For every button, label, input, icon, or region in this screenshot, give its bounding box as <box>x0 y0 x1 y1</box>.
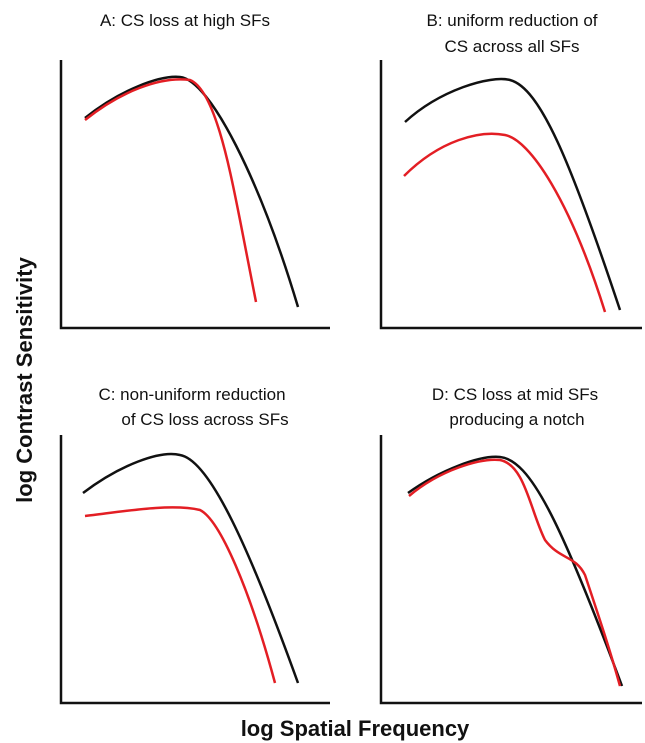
axes <box>59 435 330 705</box>
x-axis-label: log Spatial Frequency <box>241 716 470 741</box>
loss-curve <box>408 458 622 687</box>
panel-a <box>59 60 330 330</box>
axes <box>59 60 330 330</box>
y-axis-label: log Contrast Sensitivity <box>12 256 37 502</box>
normal-curve <box>82 452 300 684</box>
loss-curve <box>84 78 258 303</box>
panel-title: C: non-uniform reduction <box>98 385 285 404</box>
axes <box>379 60 642 330</box>
loss-curve <box>403 132 607 313</box>
normal-curve <box>407 455 624 687</box>
panel-title: D: CS loss at mid SFs <box>432 385 598 404</box>
panel-title: A: CS loss at high SFs <box>100 11 270 30</box>
panel-title: of CS loss across SFs <box>121 410 288 429</box>
normal-curve <box>404 77 622 311</box>
panel-d <box>379 435 642 705</box>
normal-curve <box>84 75 300 308</box>
panel-c <box>59 435 330 705</box>
panel-title: producing a notch <box>449 410 584 429</box>
panel-b <box>379 60 642 330</box>
panel-title: CS across all SFs <box>444 37 579 56</box>
loss-curve <box>84 506 277 684</box>
panel-title: B: uniform reduction of <box>426 11 597 30</box>
axes <box>379 435 642 705</box>
